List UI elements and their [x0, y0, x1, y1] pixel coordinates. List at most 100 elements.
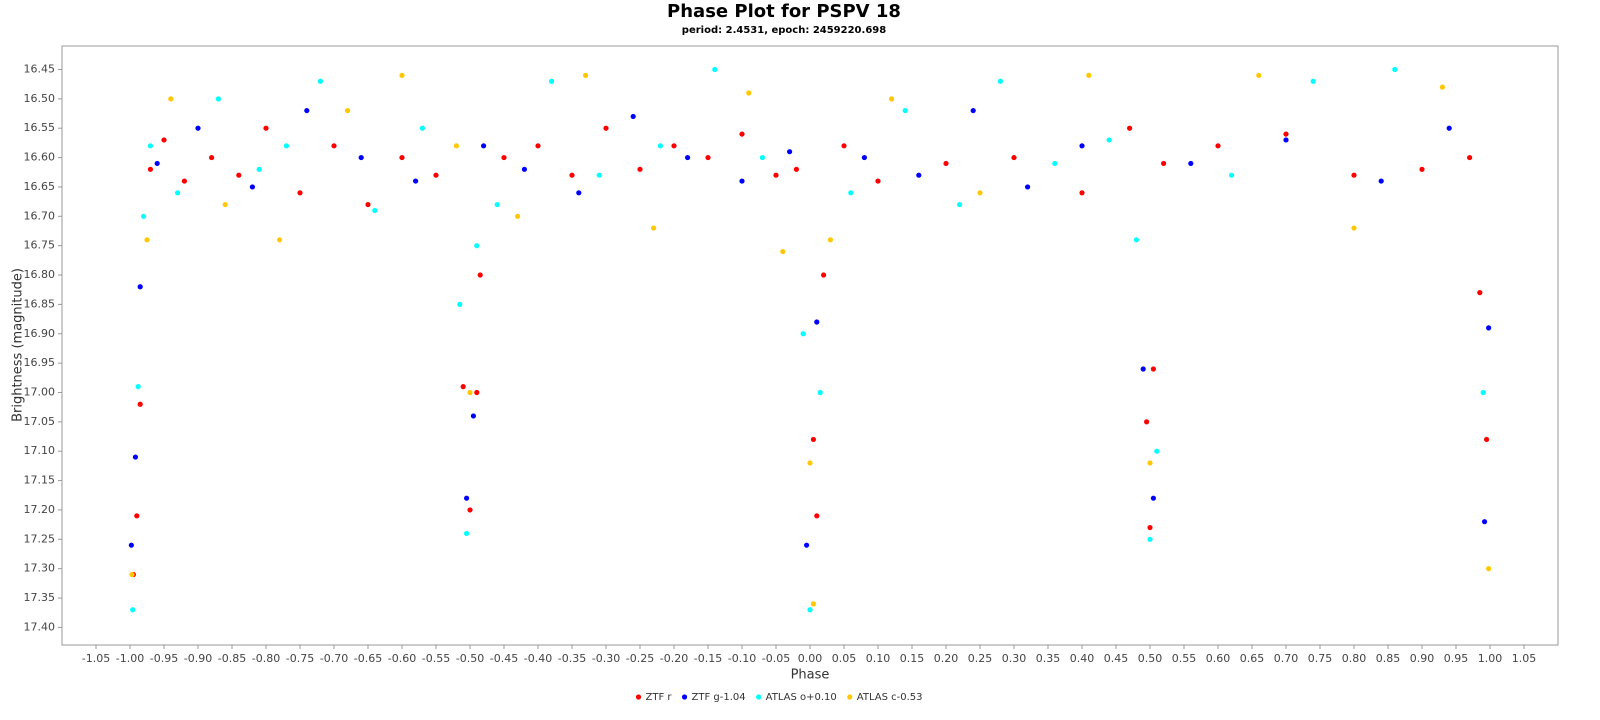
data-point — [515, 213, 521, 219]
data-point — [433, 172, 439, 178]
x-tick-label: -0.65 — [354, 652, 382, 665]
data-point — [1484, 436, 1490, 443]
y-tick-label: 17.15 — [24, 474, 56, 487]
data-point — [215, 96, 221, 102]
data-point — [576, 190, 582, 196]
y-tick-label: 17.05 — [24, 415, 56, 428]
x-tick-label: 0.60 — [1206, 652, 1231, 665]
data-point — [1150, 366, 1156, 372]
data-point — [135, 384, 141, 390]
x-tick-label: -0.95 — [150, 652, 178, 665]
x-tick-label: -0.80 — [252, 652, 280, 665]
x-tick-label: -1.05 — [82, 652, 110, 665]
data-point — [249, 184, 255, 190]
x-tick-label: -0.55 — [422, 652, 450, 665]
x-tick-label: 0.20 — [934, 652, 959, 665]
data-point — [841, 143, 847, 149]
data-point — [657, 143, 664, 149]
data-point — [630, 113, 636, 120]
x-tick-label: 0.35 — [1036, 652, 1061, 665]
data-point — [1392, 66, 1398, 73]
y-tick-label: 17.25 — [24, 532, 56, 545]
data-point — [780, 248, 786, 255]
data-point — [130, 607, 136, 613]
data-point — [453, 143, 459, 149]
legend-marker — [847, 694, 853, 700]
data-point — [419, 125, 425, 131]
data-point — [460, 384, 466, 390]
data-point — [1147, 460, 1153, 466]
y-tick-label: 16.45 — [24, 62, 56, 75]
data-point — [1052, 160, 1058, 167]
data-point — [712, 66, 718, 73]
x-tick-label: -0.85 — [218, 652, 246, 665]
data-point — [467, 389, 473, 396]
data-point — [1147, 536, 1153, 542]
data-point — [141, 213, 147, 219]
data-point — [1188, 160, 1194, 167]
data-point — [1215, 143, 1221, 149]
data-point — [474, 243, 480, 249]
data-point — [1256, 72, 1262, 78]
data-point — [970, 107, 976, 114]
data-point — [304, 107, 310, 114]
data-point — [739, 178, 745, 184]
data-point — [147, 166, 153, 172]
y-tick-label: 17.00 — [24, 385, 56, 398]
y-tick-label: 16.90 — [24, 327, 56, 340]
data-point — [1378, 178, 1384, 184]
data-point — [501, 154, 507, 161]
x-tick-label: 0.65 — [1240, 652, 1265, 665]
data-point — [277, 237, 283, 243]
data-point — [1467, 154, 1473, 161]
data-point — [399, 72, 405, 78]
data-point — [1351, 172, 1357, 178]
x-tick-label: -0.25 — [626, 652, 654, 665]
data-point — [481, 143, 487, 149]
data-point — [535, 143, 541, 149]
data-point — [583, 72, 589, 78]
data-point — [685, 154, 691, 161]
x-tick-label: 0.55 — [1172, 652, 1197, 665]
x-tick-label: 0.95 — [1444, 652, 1469, 665]
data-point — [365, 201, 371, 208]
data-point — [358, 154, 364, 161]
chart-subtitle: period: 2.4531, epoch: 2459220.698 — [682, 25, 886, 36]
x-tick-label: 1.05 — [1512, 652, 1537, 665]
legend-label: ATLAS o+0.10 — [766, 692, 837, 703]
y-tick-label: 16.55 — [24, 121, 56, 134]
data-point — [739, 131, 745, 137]
x-tick-label: -0.40 — [524, 652, 552, 665]
plot-area — [61, 45, 1559, 646]
data-point — [175, 190, 181, 196]
x-tick-label: 0.10 — [866, 652, 891, 665]
data-point — [916, 172, 922, 178]
data-point — [1283, 131, 1289, 137]
data-point — [997, 78, 1004, 84]
legend-label: ZTF g-1.04 — [692, 692, 746, 703]
data-point — [474, 389, 480, 396]
data-point — [137, 284, 143, 290]
data-point — [345, 107, 351, 114]
x-tick-label: -0.35 — [558, 652, 586, 665]
data-point — [603, 125, 609, 131]
data-point — [464, 495, 470, 501]
data-point — [494, 201, 500, 208]
data-point — [807, 460, 813, 466]
y-tick-label: 16.60 — [24, 151, 56, 164]
data-point — [1481, 519, 1488, 525]
data-point — [470, 413, 476, 419]
data-point — [256, 166, 262, 172]
x-tick-label: 0.05 — [832, 652, 857, 665]
data-point — [1161, 160, 1167, 167]
data-point — [154, 160, 160, 167]
legend-marker — [756, 694, 762, 700]
data-point — [209, 154, 215, 161]
x-tick-label: 0.85 — [1376, 652, 1401, 665]
x-tick-label: 0.25 — [968, 652, 993, 665]
data-point — [814, 513, 820, 519]
data-point — [804, 542, 810, 548]
data-point — [596, 172, 602, 178]
x-tick-label: 0.40 — [1070, 652, 1095, 665]
